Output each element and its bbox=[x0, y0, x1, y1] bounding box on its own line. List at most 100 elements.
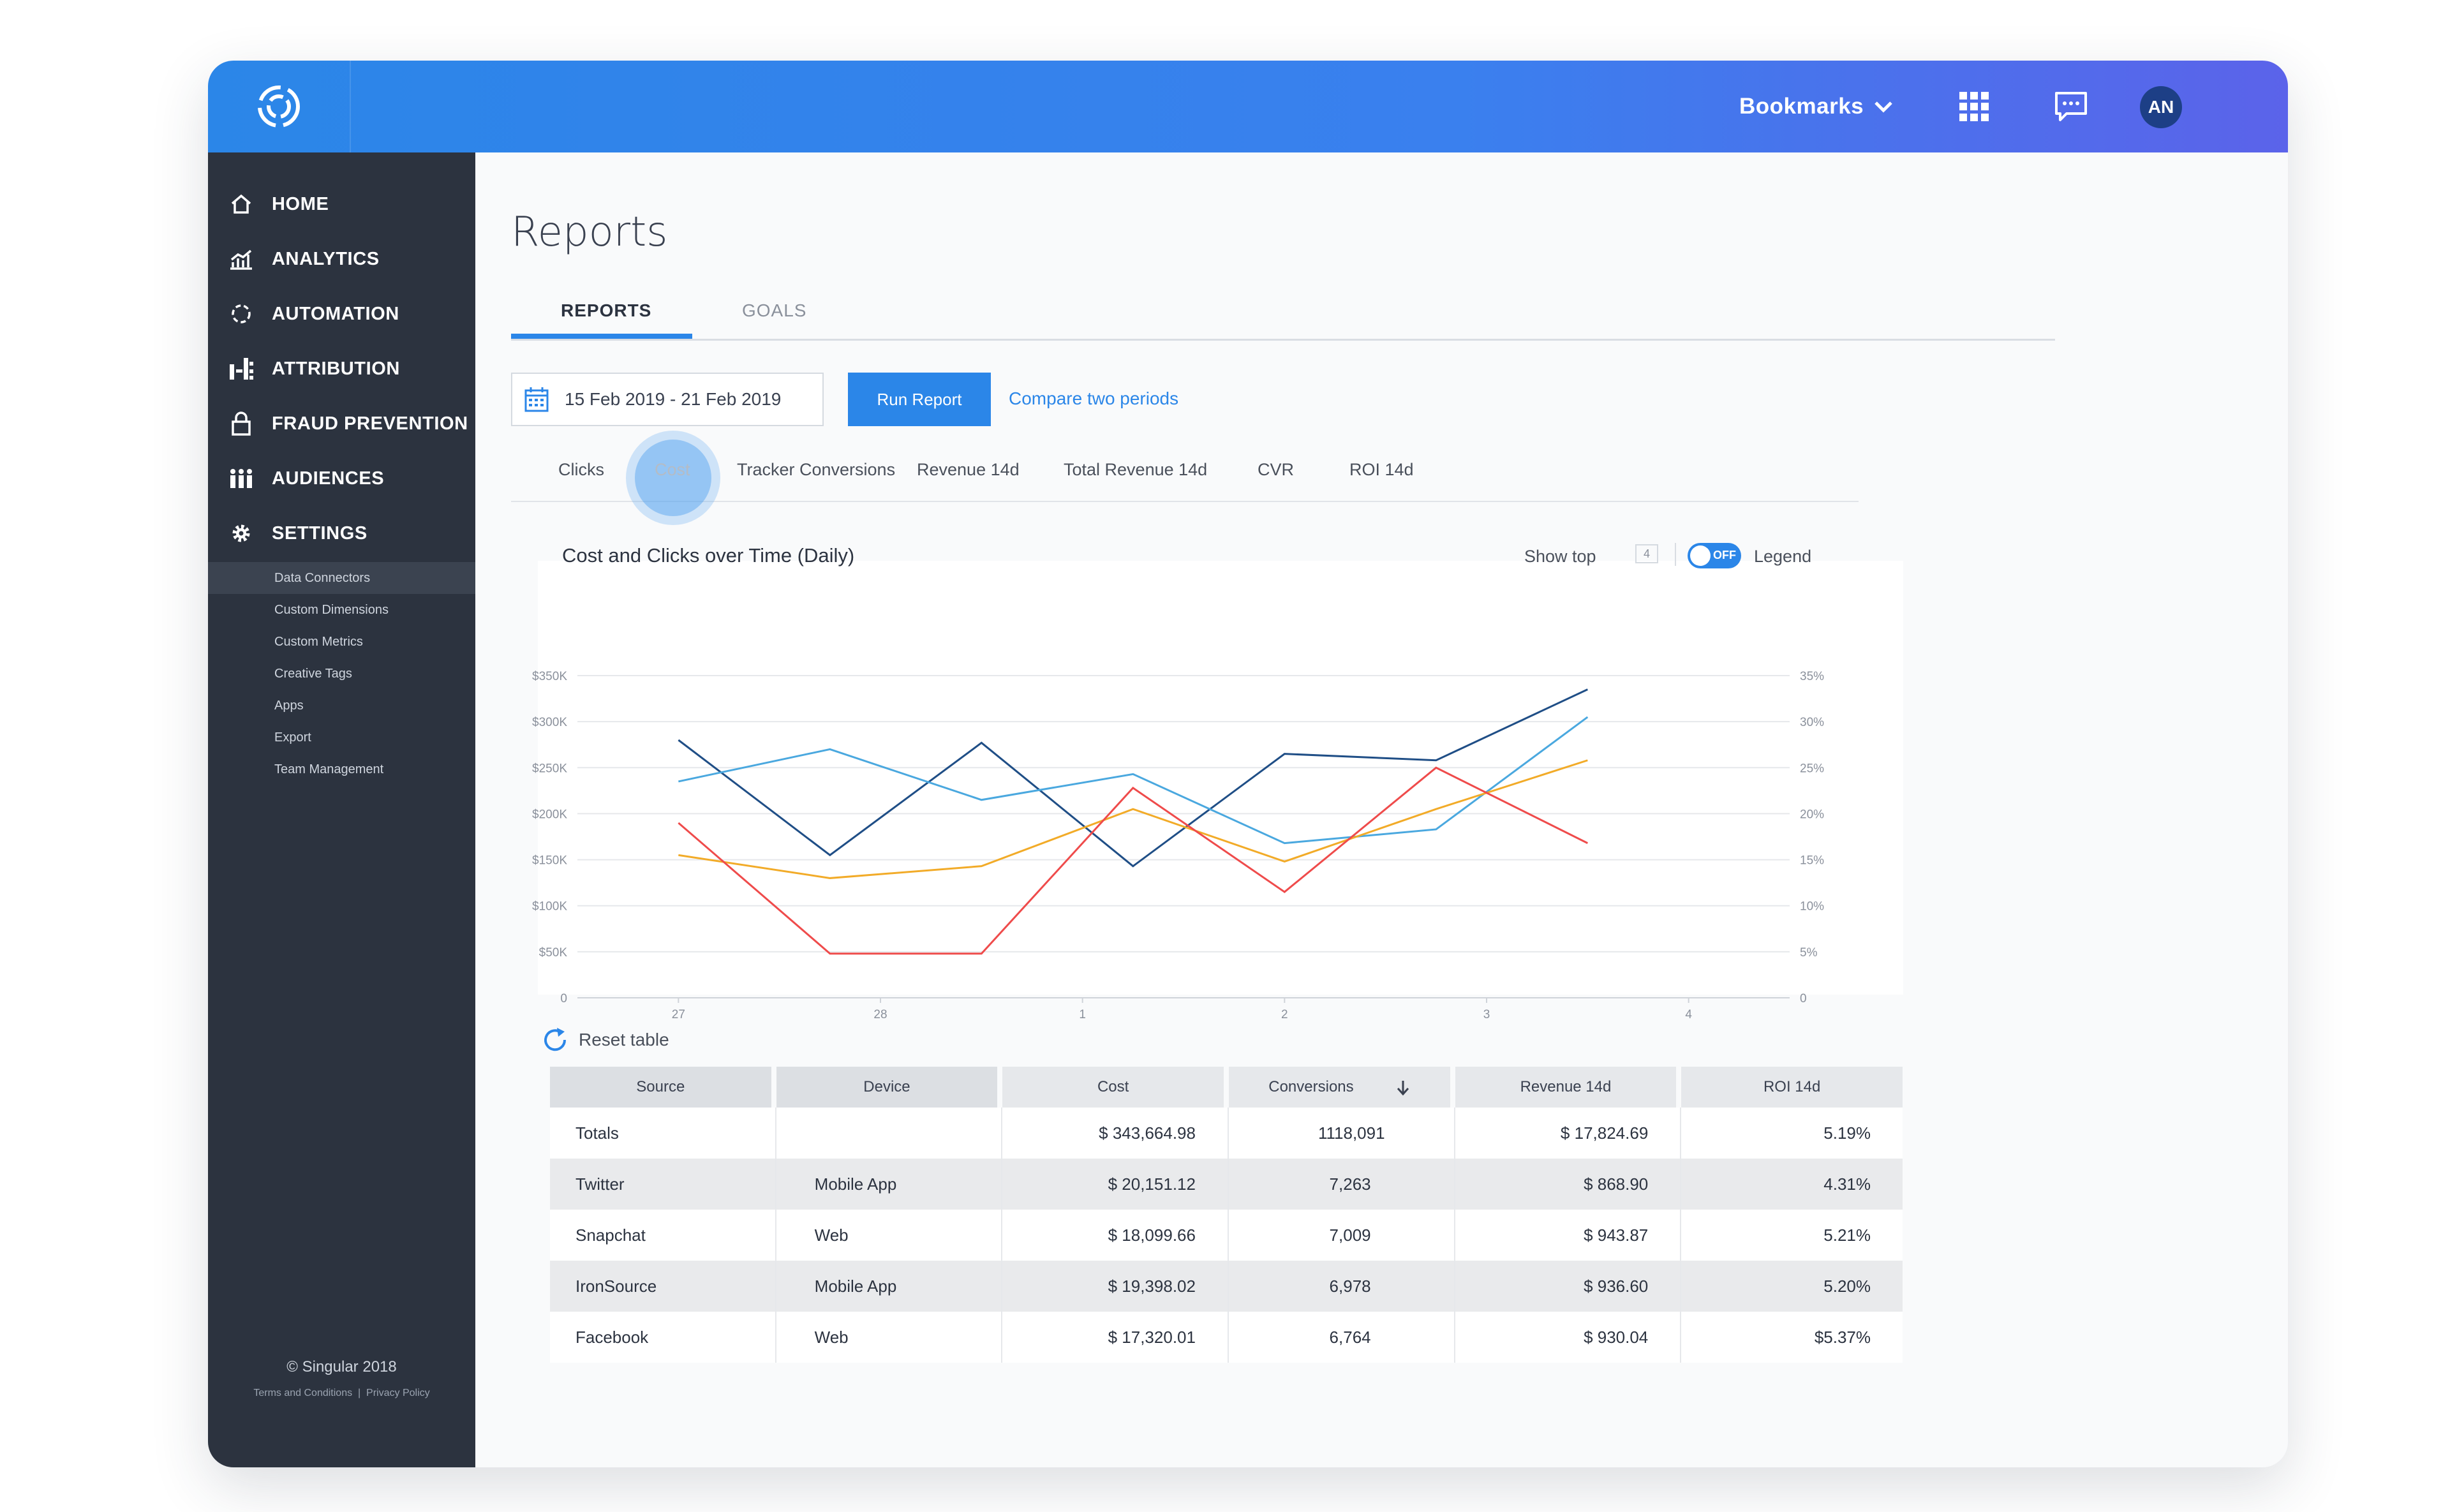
bookmarks-menu[interactable]: Bookmarks bbox=[1739, 90, 1893, 123]
metric-tab-roi-14d[interactable]: ROI 14d bbox=[1349, 460, 1414, 479]
tab-goals[interactable]: GOALS bbox=[742, 300, 807, 320]
cell-conversions: 6,978 bbox=[1228, 1261, 1455, 1312]
cell-revenue: $ 936.60 bbox=[1455, 1261, 1682, 1312]
date-range-picker[interactable]: 15 Feb 2019 - 21 Feb 2019 bbox=[511, 373, 824, 426]
table-row[interactable]: Facebook Web $ 17,320.01 6,764 $ 930.04 … bbox=[550, 1312, 1903, 1363]
sub-item-custom-dimensions[interactable]: Custom Dimensions bbox=[274, 602, 389, 617]
y-tick-label: $100K bbox=[532, 900, 567, 914]
cell-conversions: 7,009 bbox=[1228, 1210, 1455, 1261]
metric-tab-clicks[interactable]: Clicks bbox=[558, 460, 604, 479]
cell-roi: 5.21% bbox=[1681, 1210, 1903, 1261]
sidebar-item-label: AUTOMATION bbox=[272, 303, 399, 324]
series-line bbox=[678, 688, 1588, 868]
y-tick-label: $300K bbox=[532, 716, 567, 729]
legal-separator: | bbox=[358, 1388, 361, 1398]
sub-item-custom-metrics[interactable]: Custom Metrics bbox=[274, 634, 363, 649]
privacy-link[interactable]: Privacy Policy bbox=[366, 1388, 430, 1398]
metric-tabs: Clicks Cost Tracker Conversions Revenue … bbox=[511, 431, 1859, 525]
table-row[interactable]: Twitter Mobile App $ 20,151.12 7,263 $ 8… bbox=[550, 1159, 1903, 1210]
series-line bbox=[678, 716, 1589, 845]
toggle-knob bbox=[1690, 545, 1711, 566]
toggle-state-label: OFF bbox=[1713, 549, 1736, 561]
sidebar-item-home[interactable]: HOME bbox=[208, 177, 475, 232]
cell-device: Mobile App bbox=[776, 1159, 1003, 1210]
cell-roi: 4.31% bbox=[1681, 1159, 1903, 1210]
click-ripple bbox=[626, 431, 720, 525]
cell-source: IronSource bbox=[550, 1261, 776, 1312]
sidebar-item-audiences[interactable]: AUDIENCES bbox=[208, 451, 475, 506]
home-icon bbox=[226, 191, 256, 217]
y2-tick-label: 30% bbox=[1800, 716, 1824, 729]
metric-tab-tracker-conversions[interactable]: Tracker Conversions bbox=[737, 460, 896, 479]
y2-tick-label: 25% bbox=[1800, 762, 1824, 775]
sidebar-item-fraud-prevention[interactable]: FRAUD PREVENTION bbox=[208, 396, 475, 451]
tab-reports[interactable]: REPORTS bbox=[561, 300, 652, 320]
y-tick-label: $150K bbox=[532, 854, 567, 868]
sub-item-creative-tags[interactable]: Creative Tags bbox=[274, 666, 352, 681]
table-row[interactable]: IronSource Mobile App $ 19,398.02 6,978 … bbox=[550, 1261, 1903, 1312]
cell-roi: 5.19% bbox=[1681, 1108, 1903, 1159]
show-top-input[interactable]: 4 bbox=[1635, 544, 1658, 563]
x-tick-label: 28 bbox=[873, 1008, 887, 1020]
user-avatar[interactable]: AN bbox=[2140, 86, 2182, 128]
column-header-revenue-14d[interactable]: Revenue 14d bbox=[1455, 1067, 1682, 1108]
bookmarks-label: Bookmarks bbox=[1739, 94, 1864, 119]
sub-item-export[interactable]: Export bbox=[274, 730, 311, 745]
run-report-button[interactable]: Run Report bbox=[848, 373, 991, 426]
line-chart: 0 0 $50K 5% $100K 10% $150K 15% $200K 20% $250K 25%… bbox=[532, 670, 1824, 1020]
cell-device bbox=[776, 1108, 1003, 1159]
logo[interactable] bbox=[208, 61, 351, 152]
y2-tick-label: 5% bbox=[1800, 946, 1818, 960]
cell-cost: $ 18,099.66 bbox=[1002, 1210, 1229, 1261]
cell-cost: $ 343,664.98 bbox=[1002, 1108, 1229, 1159]
singular-logo-icon bbox=[258, 85, 300, 128]
cell-source: Snapchat bbox=[550, 1210, 776, 1261]
y2-tick-label: 10% bbox=[1800, 900, 1824, 914]
sub-item-data-connectors[interactable]: Data Connectors bbox=[208, 562, 475, 594]
cell-revenue: $ 17,824.69 bbox=[1455, 1108, 1682, 1159]
automation-icon bbox=[226, 301, 256, 327]
column-header-source[interactable]: Source bbox=[550, 1067, 776, 1108]
chat-icon[interactable] bbox=[2053, 89, 2089, 124]
terms-link[interactable]: Terms and Conditions bbox=[253, 1388, 353, 1398]
column-header-device[interactable]: Device bbox=[776, 1067, 1003, 1108]
apps-grid-icon[interactable] bbox=[1956, 89, 1992, 124]
legend-toggle[interactable]: OFF bbox=[1688, 543, 1741, 568]
column-header-roi-14d[interactable]: ROI 14d bbox=[1681, 1067, 1903, 1108]
attribution-icon bbox=[226, 356, 256, 382]
lock-icon bbox=[226, 411, 256, 436]
sidebar-item-analytics[interactable]: ANALYTICS bbox=[208, 232, 475, 286]
calendar-icon bbox=[524, 387, 549, 412]
metric-tab-cost[interactable]: Cost bbox=[655, 460, 690, 479]
reset-table-button[interactable]: Reset table bbox=[542, 1027, 669, 1053]
legal-links: Terms and Conditions | Privacy Policy bbox=[208, 1388, 475, 1399]
cell-device: Mobile App bbox=[776, 1261, 1003, 1312]
sort-desc-icon bbox=[1397, 1080, 1409, 1095]
report-table: Source Device Cost Conversions Revenue 1… bbox=[550, 1067, 1903, 1363]
metric-tab-total-revenue-14d[interactable]: Total Revenue 14d bbox=[1064, 460, 1208, 479]
y2-tick-label: 0 bbox=[1800, 992, 1807, 1005]
y-tick-label: $350K bbox=[532, 670, 567, 683]
x-tick-label: 1 bbox=[1079, 1008, 1086, 1020]
cell-roi: 5.20% bbox=[1681, 1261, 1903, 1312]
table-row[interactable]: Snapchat Web $ 18,099.66 7,009 $ 943.87 … bbox=[550, 1210, 1903, 1261]
metric-tab-cvr[interactable]: CVR bbox=[1258, 460, 1295, 479]
sidebar-item-attribution[interactable]: ATTRIBUTION bbox=[208, 341, 475, 396]
sub-item-team-management[interactable]: Team Management bbox=[274, 762, 384, 776]
column-header-cost[interactable]: Cost bbox=[1002, 1067, 1229, 1108]
sidebar-item-automation[interactable]: AUTOMATION bbox=[208, 286, 475, 341]
sub-item-apps[interactable]: Apps bbox=[274, 698, 304, 713]
sidebar-nav: HOME ANALYTICS AUTOMATION ATTRIBUTION FR… bbox=[208, 177, 475, 785]
y2-tick-label: 20% bbox=[1800, 808, 1824, 821]
compare-periods-link[interactable]: Compare two periods bbox=[1009, 389, 1179, 408]
audiences-icon bbox=[226, 466, 256, 491]
sidebar-item-settings[interactable]: SETTINGS bbox=[208, 506, 475, 561]
app-window: Bookmarks AN HOME ANA bbox=[208, 61, 2288, 1467]
table-header-row: Source Device Cost Conversions Revenue 1… bbox=[550, 1067, 1903, 1108]
column-header-label: Conversions bbox=[1268, 1078, 1354, 1095]
cell-conversions: 7,263 bbox=[1228, 1159, 1455, 1210]
column-header-conversions[interactable]: Conversions bbox=[1228, 1067, 1455, 1108]
metric-tab-revenue-14d[interactable]: Revenue 14d bbox=[917, 460, 1020, 479]
series-line bbox=[678, 766, 1589, 955]
legend-label: Legend bbox=[1754, 547, 1812, 566]
